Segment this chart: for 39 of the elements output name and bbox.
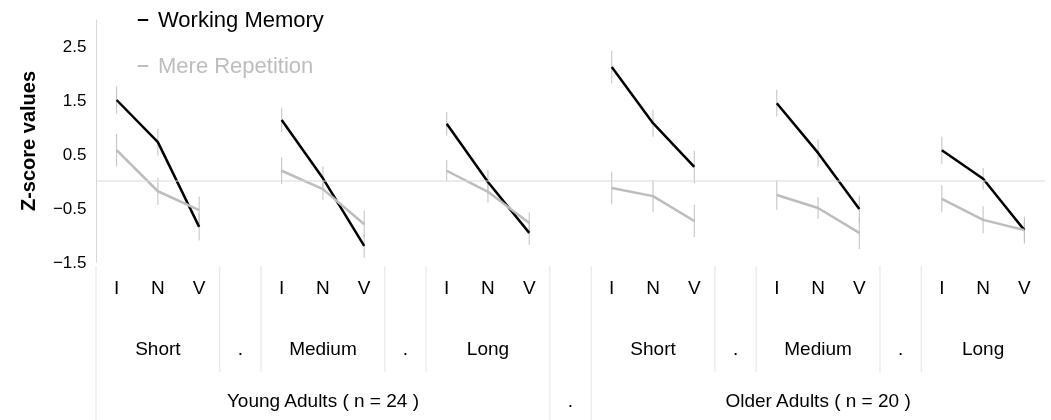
text: . [402, 338, 409, 359]
text: . [237, 338, 244, 359]
text: . [567, 390, 574, 411]
x-tick-label: V [687, 276, 701, 298]
text: Medium [289, 338, 357, 359]
y-tick-label: 2.5 [62, 36, 87, 56]
text: Medium [784, 338, 852, 359]
x-tick-label: N [811, 276, 825, 298]
x-tick-label: N [646, 276, 660, 298]
x-tick-label: I [939, 276, 945, 298]
text: Young Adults ( n = 24 ) [226, 390, 419, 411]
x-tick-label: V [852, 276, 866, 298]
x-tick-label: N [481, 276, 495, 298]
text: . [897, 338, 904, 359]
x-tick-label: N [976, 276, 990, 298]
x-tick-label: I [774, 276, 780, 298]
text: Long [961, 338, 1005, 359]
text: Short [630, 338, 677, 359]
text: Older Adults ( n = 20 ) [725, 390, 911, 411]
text: . [732, 338, 739, 359]
text: Long [466, 338, 510, 359]
x-tick-label: V [192, 276, 206, 298]
legend-label: Working Memory [158, 7, 324, 32]
x-tick-label: V [357, 276, 371, 298]
text: Short [135, 338, 182, 359]
y-tick-label: −1.5 [52, 252, 87, 272]
x-tick-label: I [113, 276, 120, 298]
y-axis-title: Z-score values [16, 70, 39, 212]
x-tick-label: V [1018, 276, 1032, 298]
x-tick-label: N [151, 276, 165, 298]
x-tick-label: I [609, 276, 615, 298]
x-tick-label: V [522, 276, 536, 298]
y-tick-label: 0.5 [62, 144, 87, 164]
y-tick-label: 1.5 [62, 90, 87, 110]
legend-label: Mere Repetition [158, 53, 314, 78]
x-tick-label: I [279, 276, 285, 298]
x-tick-label: I [444, 276, 450, 298]
x-tick-label: N [316, 276, 330, 298]
y-tick-label: −0.5 [52, 198, 87, 218]
